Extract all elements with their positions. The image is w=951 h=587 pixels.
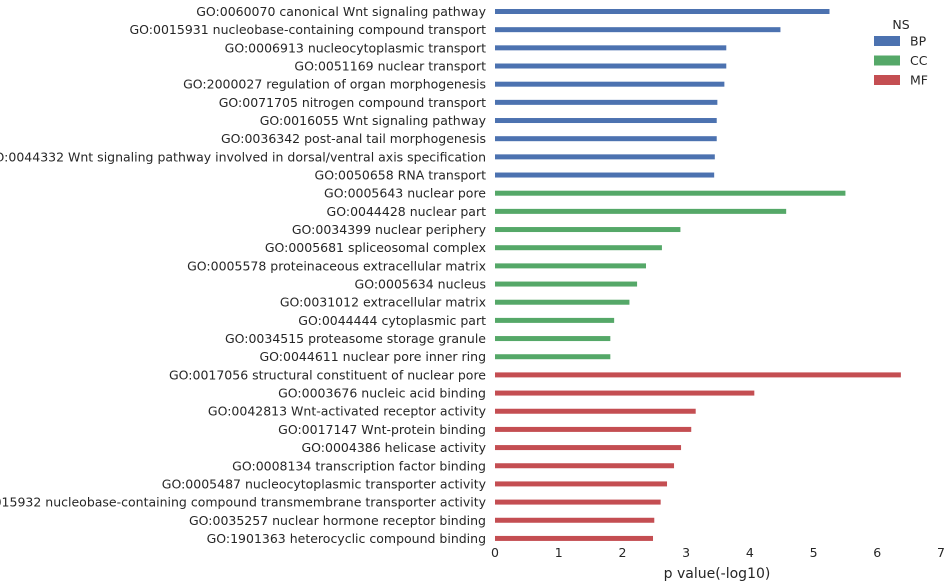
bar-mf	[495, 445, 682, 451]
legend: NS BP CC MF	[874, 17, 928, 88]
category-label: GO:0015931 nucleobase-containing compoun…	[130, 22, 487, 37]
bar-cc	[495, 227, 681, 233]
category-label: GO:0044611 nuclear pore inner ring	[259, 349, 486, 364]
bar-bp	[495, 99, 718, 105]
category-label: GO:0005681 spliceosomal complex	[265, 240, 486, 255]
bar-bp	[495, 27, 781, 33]
legend-swatch-bp	[874, 36, 900, 46]
category-label: GO:0016055 Wnt signaling pathway	[260, 113, 487, 128]
bar-mf	[495, 463, 675, 469]
x-axis-title: p value(-log10)	[664, 566, 771, 582]
category-label: GO:2000027 regulation of organ morphogen…	[183, 77, 486, 92]
bar-cc	[495, 281, 638, 287]
category-label: GO:0034399 nuclear periphery	[292, 222, 487, 237]
category-label: GO:0031012 extracellular matrix	[280, 295, 486, 310]
bar-cc	[495, 317, 615, 323]
category-label: GO:0051169 nuclear transport	[294, 59, 486, 74]
category-label: GO:0017147 Wnt-protein binding	[278, 422, 486, 437]
category-label: GO:0060070 canonical Wnt signaling pathw…	[196, 4, 486, 19]
bar-cc	[495, 299, 630, 305]
bar-bp	[495, 9, 830, 14]
category-label: GO:0071705 nitrogen compound transport	[219, 95, 486, 110]
bar-mf	[495, 426, 692, 432]
category-label: GO:0044428 nuclear part	[327, 204, 487, 219]
category-label: GO:0035257 nuclear hormone receptor bind…	[189, 513, 486, 528]
category-label: GO:0008134 transcription factor binding	[232, 458, 486, 473]
category-label: GO:0034515 proteasome storage granule	[225, 331, 486, 346]
bar-bp	[495, 118, 717, 124]
legend-label-bp: BP	[910, 34, 927, 49]
bar-mf	[495, 408, 696, 414]
category-label: GO:0044332 Wnt signaling pathway involve…	[0, 149, 486, 164]
bar-bp	[495, 172, 715, 178]
category-label: GO:0004386 helicase activity	[301, 440, 486, 455]
x-tick-label: 6	[873, 545, 881, 560]
bar-cc	[495, 208, 787, 214]
bar-mf	[495, 535, 654, 541]
category-label: GO:0036342 post-anal tail morphogenesis	[221, 131, 486, 146]
bar-cc	[495, 245, 662, 251]
bar-cc	[495, 336, 611, 342]
bar-bp	[495, 81, 725, 87]
x-tick-label: 2	[618, 545, 626, 560]
bar-bp	[495, 63, 727, 69]
category-labels: GO:0060070 canonical Wnt signaling pathw…	[0, 4, 487, 546]
bar-mf	[495, 390, 755, 396]
bars-layer	[495, 9, 901, 541]
category-label: GO:0044444 cytoplasmic part	[298, 313, 486, 328]
legend-label-mf: MF	[910, 73, 928, 88]
bar-mf	[495, 372, 901, 378]
category-label: GO:0017056 structural constituent of nuc…	[169, 367, 486, 382]
x-axis: p value(-log10) 0 1 2 3 4 5 6 7	[491, 545, 945, 582]
bar-mf	[495, 499, 661, 505]
legend-swatch-mf	[874, 75, 900, 85]
category-label: GO:0005578 proteinaceous extracellular m…	[187, 258, 486, 273]
bar-bp	[495, 154, 715, 160]
legend-label-cc: CC	[910, 53, 928, 68]
x-tick-label: 4	[746, 545, 754, 560]
category-label: GO:0005634 nucleus	[355, 277, 486, 292]
bar-mf	[495, 481, 668, 487]
legend-title: NS	[892, 17, 909, 32]
category-label: GO:0042813 Wnt-activated receptor activi…	[208, 404, 487, 419]
category-label: GO:1901363 heterocyclic compound binding	[207, 531, 486, 546]
x-tick-label: 5	[810, 545, 818, 560]
category-label: GO:0050658 RNA transport	[315, 168, 487, 183]
legend-swatch-cc	[874, 55, 900, 66]
bar-cc	[495, 190, 846, 196]
bar-bp	[495, 45, 727, 51]
x-tick-label: 7	[937, 545, 945, 560]
category-label: GO:0005643 nuclear pore	[324, 186, 486, 201]
bar-cc	[495, 354, 611, 360]
category-label: GO:0006913 nucleocytoplasmic transport	[225, 40, 486, 55]
category-label: GO:0015932 nucleobase-containing compoun…	[0, 495, 487, 510]
bar-bp	[495, 136, 717, 142]
bar-mf	[495, 517, 655, 523]
x-tick-label: 3	[682, 545, 690, 560]
x-tick-label: 1	[555, 545, 563, 560]
category-label: GO:0005487 nucleocytoplasmic transporter…	[162, 476, 487, 491]
x-tick-label: 0	[491, 545, 499, 560]
bar-cc	[495, 263, 647, 269]
category-label: GO:0003676 nucleic acid binding	[278, 386, 486, 401]
